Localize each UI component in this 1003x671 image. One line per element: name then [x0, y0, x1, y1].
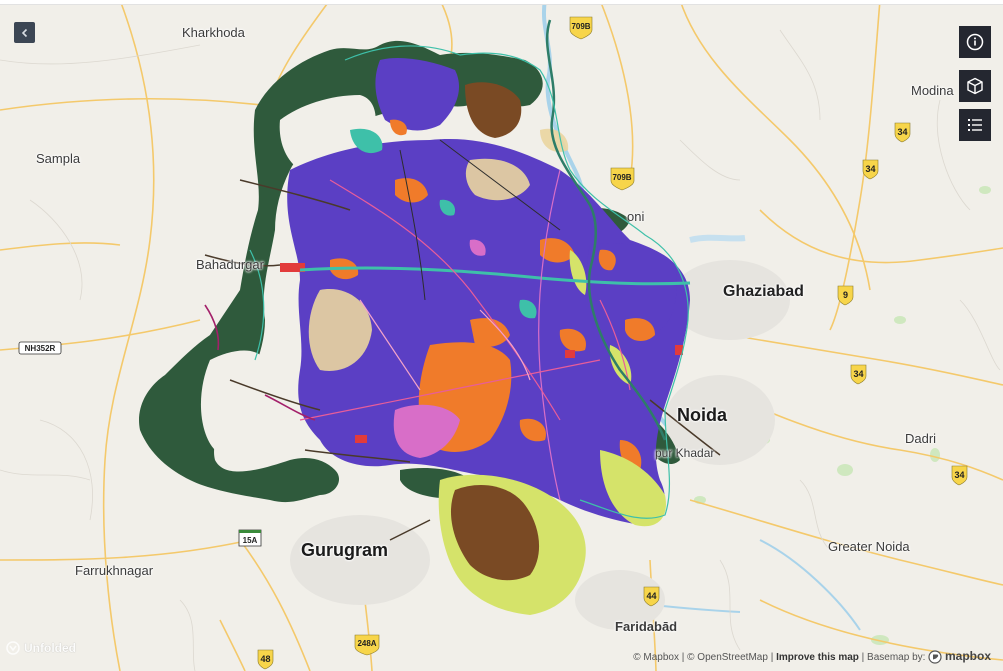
- river-yamuna-line: [545, 19, 667, 441]
- landuse-outline: [344, 45, 689, 519]
- road-shields: 709B 709B 34 34 34 34 9 NH352R: [18, 16, 968, 670]
- place-label-sampla: Sampla: [36, 151, 81, 166]
- svg-text:15A: 15A: [243, 536, 258, 545]
- basemap-minor-roads: [0, 29, 1001, 671]
- svg-text:34: 34: [865, 164, 875, 174]
- place-label-modinagar: Modina: [911, 83, 954, 98]
- svg-text:44: 44: [646, 591, 656, 601]
- place-label-gurugram: Gurugram: [301, 540, 389, 560]
- mapbox-logo-icon: [928, 650, 942, 664]
- place-label-ghaziabad: Ghaziabad: [723, 283, 804, 300]
- shield-709b-mid: 709B: [610, 167, 635, 191]
- shield-34-d: 34: [951, 465, 968, 486]
- cube-icon: [967, 77, 983, 95]
- svg-text:709B: 709B: [612, 173, 631, 182]
- shield-709b-top: 709B: [569, 16, 593, 40]
- place-label-faridabad: Faridabād: [615, 619, 678, 634]
- svg-text:48: 48: [260, 654, 270, 664]
- map-attribution: © Mapbox | © OpenStreetMap | Improve thi…: [633, 649, 991, 664]
- place-label-dadri: Dadri: [905, 431, 937, 446]
- place-label-bahadurgarh: Bahadurgar: [196, 257, 264, 272]
- watermark-text: Unfolded: [24, 641, 76, 655]
- shield-15a: 15A: [238, 529, 262, 547]
- shield-44: 44: [643, 586, 660, 607]
- landuse-metro: [204, 304, 316, 421]
- svg-text:709B: 709B: [571, 22, 590, 31]
- shield-248a: 248A: [354, 634, 380, 656]
- attrib-mapbox-link[interactable]: © Mapbox: [633, 652, 679, 663]
- place-label-khadar: pur Khadar: [655, 446, 715, 460]
- info-button[interactable]: [959, 26, 991, 58]
- landuse-urban: [280, 58, 690, 615]
- shield-nh352r: NH352R: [18, 341, 62, 355]
- svg-text:34: 34: [954, 470, 964, 480]
- place-label-noida: Noida: [677, 405, 728, 425]
- improve-map-link[interactable]: Improve this map: [776, 652, 859, 663]
- attrib-basemap-label: | Basemap by:: [861, 652, 926, 663]
- place-label-farrukhnagar: Farrukhnagar: [75, 563, 154, 578]
- svg-text:34: 34: [853, 369, 863, 379]
- svg-text:248A: 248A: [357, 639, 376, 648]
- unfolded-watermark: Unfolded: [6, 641, 76, 655]
- mapbox-logo-text[interactable]: mapbox: [944, 649, 991, 663]
- attrib-osm-link[interactable]: © OpenStreetMap: [687, 652, 768, 663]
- shield-9: 9: [837, 285, 854, 306]
- list-icon: [968, 119, 982, 131]
- place-label-greater-noida: Greater Noida: [828, 539, 910, 554]
- shield-48: 48: [257, 649, 274, 670]
- unfolded-logo-icon: [6, 641, 20, 655]
- chevron-left-icon: [21, 28, 27, 37]
- collapse-sidebar-button[interactable]: [14, 22, 35, 43]
- landuse-road-network: [249, 139, 691, 501]
- place-label-loni: oni: [627, 209, 645, 224]
- svg-text:NH352R: NH352R: [25, 344, 56, 353]
- shield-34-b: 34: [862, 159, 879, 180]
- shield-34-a: 34: [894, 122, 911, 143]
- 3d-view-button[interactable]: [959, 70, 991, 102]
- info-icon: [966, 33, 984, 51]
- svg-text:9: 9: [843, 290, 848, 300]
- svg-text:34: 34: [897, 127, 907, 137]
- top-border: [0, 0, 1003, 5]
- place-label-kharkhoda: Kharkhoda: [182, 25, 245, 40]
- attrib-sep: |: [770, 652, 774, 663]
- legend-button[interactable]: [959, 109, 991, 141]
- shield-34-c: 34: [850, 364, 867, 385]
- attrib-sep: |: [681, 652, 685, 663]
- landuse-rail: [204, 179, 721, 541]
